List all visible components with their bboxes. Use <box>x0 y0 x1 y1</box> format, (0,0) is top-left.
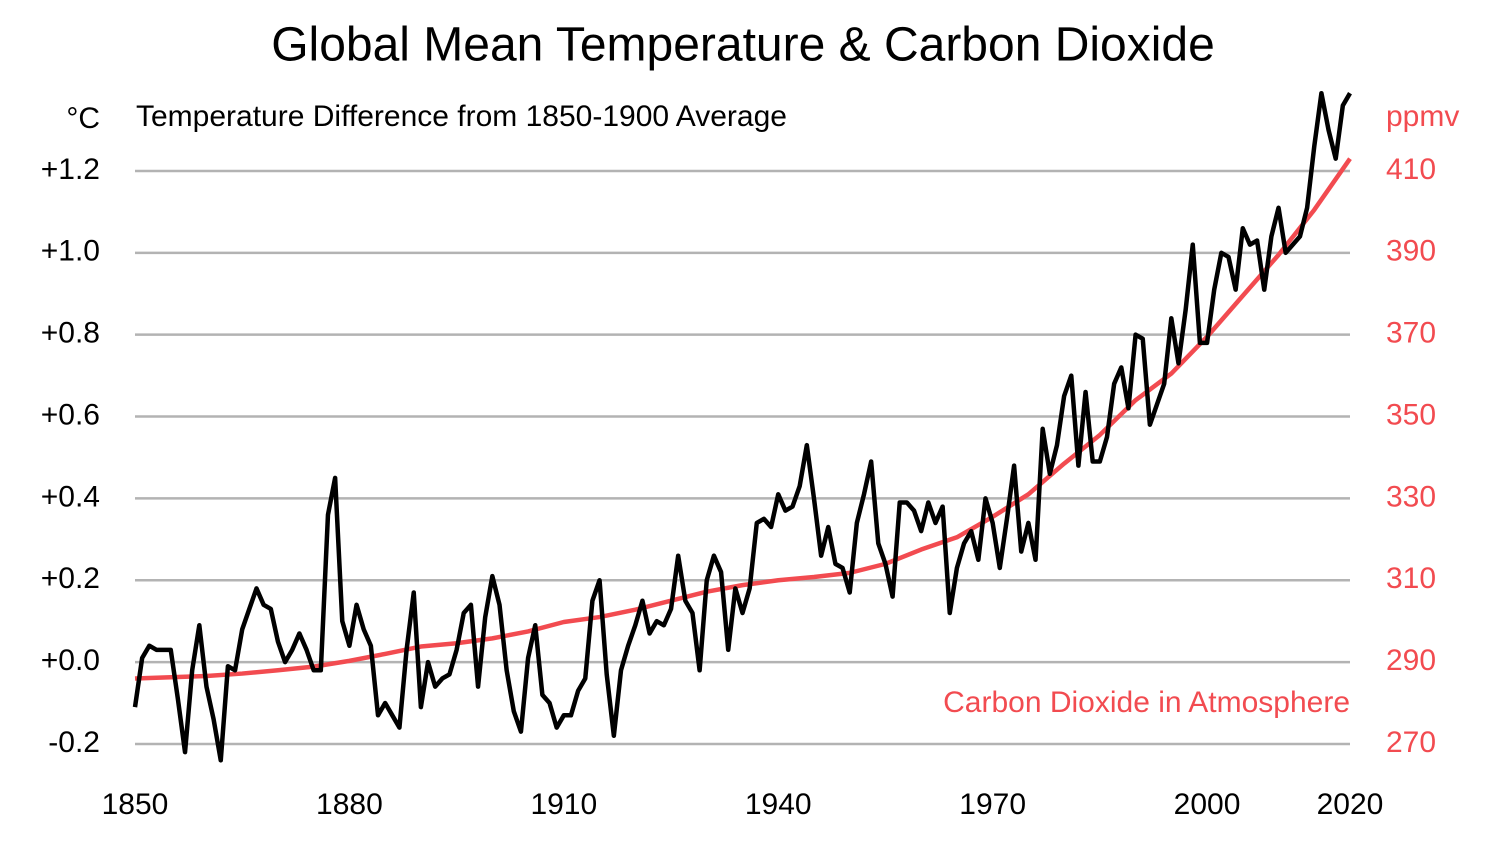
y2-tick-label: 330 <box>1386 480 1436 513</box>
y-tick-label: +1.0 <box>41 235 100 268</box>
y-axis-label: °C <box>66 102 100 135</box>
x-tick-label: 1910 <box>530 788 597 821</box>
annotation: Carbon Dioxide in Atmosphere <box>943 686 1350 719</box>
y2-tick-label: 410 <box>1386 153 1436 186</box>
x-tick-label: 1880 <box>316 788 383 821</box>
y2-tick-label: 390 <box>1386 235 1436 268</box>
y-tick-label: +0.6 <box>41 398 100 431</box>
y-tick-label: +0.8 <box>41 317 100 350</box>
x-tick-label: 2020 <box>1317 788 1384 821</box>
x-tick-label: 1970 <box>959 788 1026 821</box>
y2-tick-label: 350 <box>1386 398 1436 431</box>
x-tick-label: 2000 <box>1174 788 1241 821</box>
x-tick-label: 1850 <box>102 788 169 821</box>
x-tick-label: 1940 <box>745 788 812 821</box>
y2-tick-label: 370 <box>1386 317 1436 350</box>
line <box>132 90 1352 763</box>
y-tick-label: +1.2 <box>41 153 100 186</box>
y-tick-label: -0.2 <box>48 726 100 759</box>
subtitle: Temperature Difference from 1850-1900 Av… <box>136 100 787 133</box>
y2-tick-label: 310 <box>1386 562 1436 595</box>
chart-title: Global Mean Temperature & Carbon Dioxide <box>271 19 1215 72</box>
y-tick-label: +0.0 <box>41 644 100 677</box>
y2-axis-label: ppmv <box>1386 100 1459 133</box>
y2-tick-label: 290 <box>1386 644 1436 677</box>
y-tick-label: +0.2 <box>41 562 100 595</box>
y-tick-label: +0.4 <box>41 480 100 513</box>
y2-tick-label: 270 <box>1386 726 1436 759</box>
